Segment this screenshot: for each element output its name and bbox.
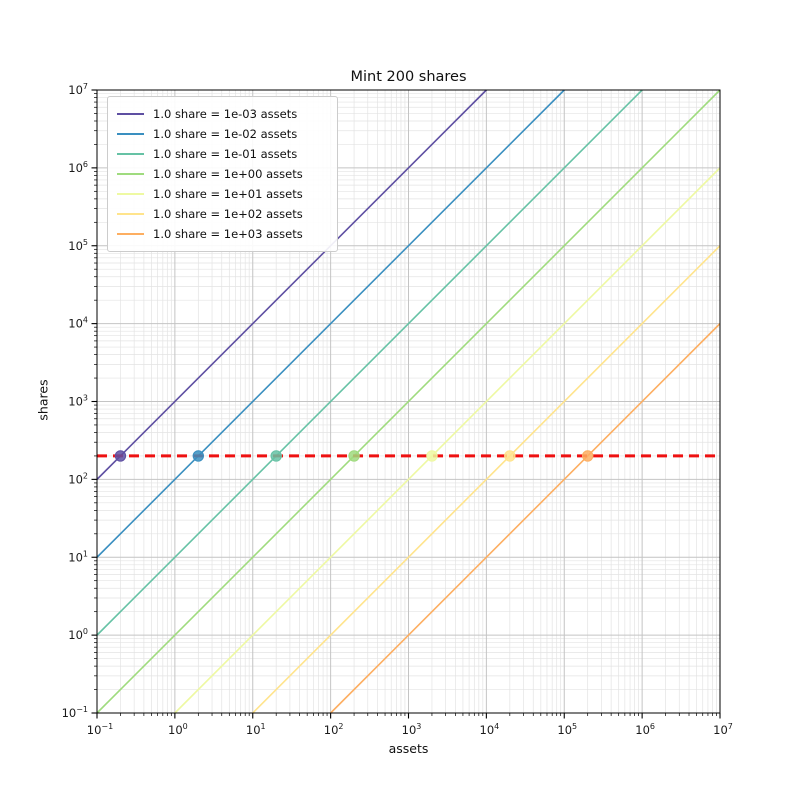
y-tick-label-4: 104	[68, 316, 88, 331]
legend-swatch-3	[117, 173, 144, 175]
series-line-1	[96, 89, 565, 558]
legend-item-4: 1.0 share = 1e+01 assets	[117, 184, 328, 204]
legend: 1.0 share = 1e-03 assets 1.0 share = 1e-0…	[107, 96, 338, 252]
legend-swatch-0	[117, 113, 144, 115]
legend-label-1: 1.0 share = 1e-02 assets	[153, 127, 298, 141]
legend-label-5: 1.0 share = 1e+02 assets	[153, 207, 303, 221]
data-point-6	[581, 450, 594, 462]
series-line-0	[96, 89, 487, 480]
x-axis-label: assets	[388, 741, 429, 756]
x-tick-label-0: 100	[168, 722, 188, 737]
legend-label-2: 1.0 share = 1e-01 assets	[153, 147, 298, 161]
legend-item-6: 1.0 share = 1e+03 assets	[117, 224, 328, 244]
legend-label-0: 1.0 share = 1e-03 assets	[153, 107, 298, 121]
x-tick-label-2: 102	[324, 722, 344, 737]
y-tick-label-3: 103	[68, 394, 88, 409]
x-tick-label--1: 10−1	[87, 722, 113, 737]
legend-label-4: 1.0 share = 1e+01 assets	[153, 187, 303, 201]
data-point-3	[348, 450, 360, 462]
legend-item-5: 1.0 share = 1e+02 assets	[117, 204, 328, 224]
legend-swatch-5	[117, 213, 144, 215]
x-tick-label-3: 103	[402, 722, 422, 737]
legend-item-1: 1.0 share = 1e-02 assets	[117, 124, 328, 144]
chart-title: Mint 200 shares	[350, 69, 467, 85]
y-tick-label-1: 101	[68, 549, 88, 564]
series-line-3	[96, 89, 721, 714]
y-tick-label--1: 10−1	[62, 705, 88, 720]
y-tick-label-5: 105	[68, 238, 88, 253]
legend-item-3: 1.0 share = 1e+00 assets	[117, 164, 328, 184]
x-tick-label-7: 107	[713, 722, 733, 737]
legend-label-6: 1.0 share = 1e+03 assets	[153, 227, 303, 241]
data-point-1	[192, 450, 205, 462]
y-tick-label-6: 106	[68, 160, 88, 175]
x-tick-label-4: 104	[480, 722, 500, 737]
legend-swatch-2	[117, 153, 144, 155]
data-point-4	[426, 450, 438, 462]
y-tick-label-0: 100	[68, 627, 88, 642]
legend-swatch-4	[117, 193, 144, 195]
series-line-4	[174, 167, 721, 714]
series-line-5	[252, 245, 721, 714]
x-tick-label-5: 105	[557, 722, 577, 737]
y-tick-label-7: 107	[68, 82, 88, 97]
series-line-2	[96, 89, 643, 636]
data-point-0	[114, 450, 127, 462]
x-tick-label-6: 106	[635, 722, 655, 737]
legend-swatch-1	[117, 133, 144, 135]
series-line-6	[330, 323, 721, 714]
legend-item-2: 1.0 share = 1e-01 assets	[117, 144, 328, 164]
x-tick-label-1: 101	[246, 722, 266, 737]
y-tick-label-2: 102	[68, 471, 88, 486]
data-point-5	[504, 450, 516, 462]
data-point-2	[270, 450, 282, 462]
legend-item-0: 1.0 share = 1e-03 assets	[117, 104, 328, 124]
legend-label-3: 1.0 share = 1e+00 assets	[153, 167, 303, 181]
legend-swatch-6	[117, 233, 144, 235]
y-axis-label: shares	[35, 379, 51, 421]
